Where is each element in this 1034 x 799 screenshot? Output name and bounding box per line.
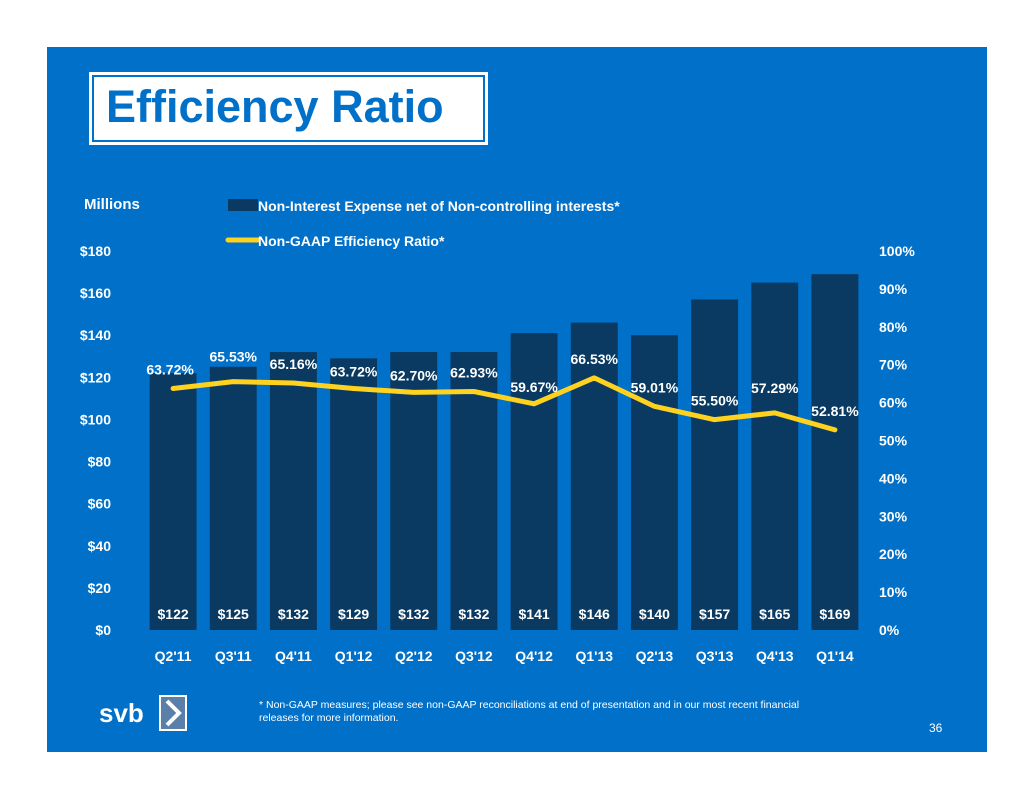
y-right-tick-label: 0%	[879, 622, 900, 638]
y-right-tick-label: 50%	[879, 433, 908, 449]
y-left-tick-label: $160	[80, 285, 111, 301]
y-axis-label: Millions	[84, 196, 140, 213]
y-left-tick-label: $100	[80, 411, 111, 427]
bar-5	[450, 352, 498, 630]
line-point-3	[352, 387, 356, 391]
bar-value-label: $132	[398, 606, 429, 622]
y-right-tick-label: 60%	[879, 395, 908, 411]
bar-value-label: $165	[759, 606, 790, 622]
line-value-label: 55.50%	[691, 393, 739, 409]
line-value-label: 59.01%	[631, 379, 679, 395]
y-right-tick-label: 70%	[879, 357, 908, 373]
x-tick-label: Q3'11	[215, 648, 252, 664]
line-point-6	[532, 402, 536, 406]
line-point-1	[231, 380, 235, 384]
line-value-label: 62.70%	[390, 367, 438, 383]
x-tick-label: Q3'12	[455, 648, 493, 664]
y-left-tick-label: $140	[80, 327, 111, 343]
chevron-right-icon	[165, 699, 182, 727]
bar-8	[630, 335, 678, 630]
line-value-label: 62.93%	[450, 364, 498, 380]
y-left-tick-label: $40	[88, 538, 112, 554]
bar-7	[570, 322, 618, 630]
bar-0	[149, 373, 197, 630]
bar-value-label: $169	[819, 606, 850, 622]
line-point-10	[773, 411, 777, 415]
line-value-label: 63.72%	[146, 362, 194, 378]
line-value-label: 65.53%	[210, 349, 258, 365]
slide-background: Efficiency Ratio $0 $20 $40 $60 $80 $100 $120 $…	[47, 47, 987, 752]
x-tick-label: Q2'12	[395, 648, 433, 664]
legend-bar-swatch	[228, 199, 258, 211]
legend-bar-label: Non-Interest Expense net of Non-controll…	[258, 198, 620, 214]
y-left-tick-label: $0	[95, 622, 111, 638]
y-right-tick-label: 80%	[879, 319, 908, 335]
line-value-label: 52.81%	[811, 403, 859, 419]
footnote: * Non-GAAP measures; please see non-GAAP…	[259, 699, 800, 724]
slide-title: Efficiency Ratio	[106, 81, 444, 132]
efficiency-chart: $0 $20 $40 $60 $80 $100 $120 $140 $160 $180 0% 10% 2…	[80, 196, 916, 664]
line-point-8	[652, 404, 656, 408]
legend-line-label: Non-GAAP Efficiency Ratio*	[258, 233, 445, 249]
y-left-tick-label: $180	[80, 243, 111, 259]
y-right-tick-label: 20%	[879, 546, 908, 562]
bar-value-label: $157	[699, 606, 730, 622]
y-right-tick-label: 100%	[879, 243, 915, 259]
logo-text: svb	[99, 698, 144, 728]
bar-value-label: $129	[338, 606, 369, 622]
bar-1	[209, 366, 257, 630]
efficiency-ratio-line	[170, 375, 838, 433]
line-value-label: 63.72%	[330, 364, 378, 380]
x-tick-label: Q2'13	[636, 648, 674, 664]
bar-value-label: $141	[519, 606, 550, 622]
bar-value-label: $146	[579, 606, 610, 622]
y-left-tick-label: $60	[88, 496, 112, 512]
bar-9	[691, 299, 739, 630]
bar-10	[751, 282, 799, 630]
y-right-tick-label: 30%	[879, 508, 908, 524]
title-box: Efficiency Ratio	[89, 72, 488, 145]
y-left-tick-label: $80	[88, 454, 112, 470]
x-tick-label: Q4'11	[275, 648, 312, 664]
line-value-label: 59.67%	[510, 379, 558, 395]
y-left-tick-label: $20	[88, 580, 112, 596]
bar-11	[811, 274, 859, 630]
bar-value-label: $132	[458, 606, 489, 622]
line-point-4	[412, 390, 416, 394]
line-value-label: 66.53%	[571, 351, 619, 367]
line-point-5	[472, 389, 476, 393]
line-point-0	[171, 387, 175, 391]
x-tick-label: Q4'12	[515, 648, 553, 664]
line-point-11	[833, 428, 837, 432]
svb-logo: svb	[95, 695, 187, 731]
bar-4	[390, 352, 438, 630]
bar-value-label: $132	[278, 606, 309, 622]
bar-value-label: $140	[639, 606, 670, 622]
x-tick-label: Q4'13	[756, 648, 794, 664]
line-value-label: 65.16%	[270, 356, 318, 372]
line-point-2	[291, 381, 295, 385]
bar-2	[269, 352, 317, 630]
y-left-tick-label: $120	[80, 369, 111, 385]
page-number: 36	[929, 721, 943, 735]
y-right-tick-label: 90%	[879, 281, 908, 297]
x-tick-label: Q3'13	[696, 648, 734, 664]
line-point-9	[713, 418, 717, 422]
y-right-tick-label: 40%	[879, 470, 908, 486]
bar-value-label: $125	[218, 606, 249, 622]
bar-6	[510, 333, 558, 630]
line-point-7	[592, 376, 596, 380]
x-tick-label: Q2'11	[155, 648, 192, 664]
x-tick-label: Q1'14	[816, 648, 854, 664]
y-right-tick-label: 10%	[879, 584, 908, 600]
bar-value-label: $122	[158, 606, 189, 622]
x-tick-label: Q1'12	[335, 648, 373, 664]
line-value-label: 57.29%	[751, 380, 799, 396]
x-tick-label: Q1'13	[575, 648, 613, 664]
bar-3	[330, 358, 378, 630]
